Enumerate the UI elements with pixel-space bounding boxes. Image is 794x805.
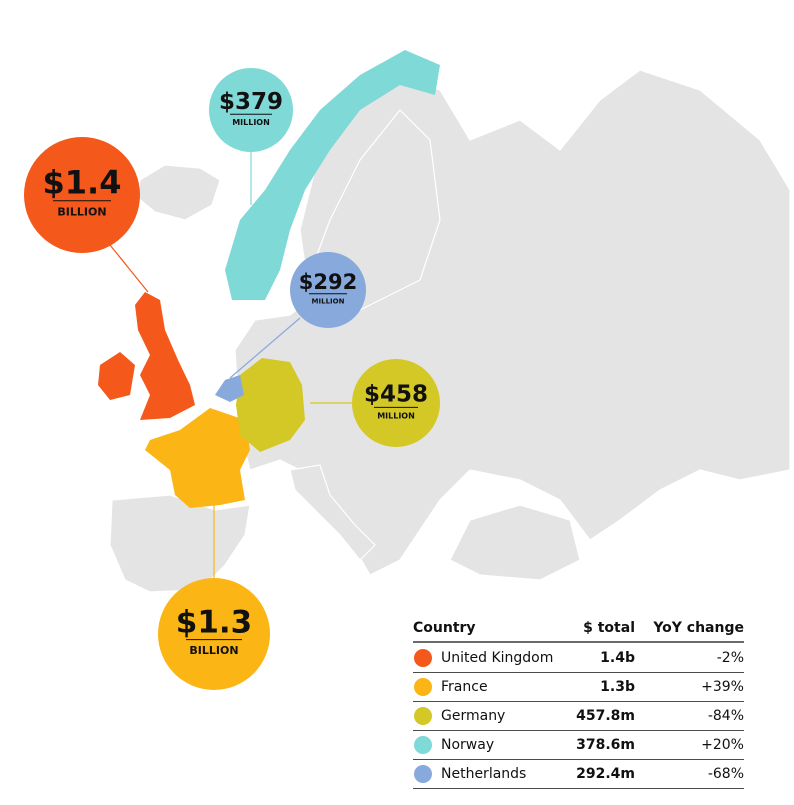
yoy-change: -68% (708, 766, 744, 782)
country-name: Germany (441, 708, 505, 724)
country-name: United Kingdom (441, 650, 553, 666)
united-kingdom (98, 292, 195, 420)
callout-unit: MILLION (377, 412, 415, 421)
leader-lines (109, 150, 352, 578)
country-name: France (441, 679, 488, 695)
italy (289, 464, 376, 561)
netherlands (215, 375, 244, 402)
callout-unit: BILLION (57, 205, 106, 218)
total-value: 1.3b (600, 679, 635, 695)
map (98, 50, 791, 593)
callout-unit: MILLION (312, 297, 345, 305)
callout-amount: $379 (219, 89, 283, 115)
iberia (109, 494, 251, 593)
country-name: Netherlands (441, 766, 526, 782)
total-value: 378.6m (576, 737, 635, 753)
callout-circle (352, 359, 440, 447)
callout-amount: $292 (299, 270, 357, 294)
yoy-change: +20% (701, 737, 744, 753)
yoy-change: -2% (717, 650, 744, 666)
total-value: 292.4m (576, 766, 635, 782)
callout-circle (158, 578, 270, 690)
legend-dot (414, 765, 432, 783)
table-header: YoY change (652, 620, 744, 636)
germany (236, 358, 305, 452)
yoy-change: -84% (708, 708, 744, 724)
table: Country $ total YoY change United Kingdom 1.… (413, 620, 744, 789)
legend-dot (414, 678, 432, 696)
france (145, 408, 250, 508)
table-header: $ total (583, 620, 635, 636)
leader-line (109, 244, 149, 293)
callout-amount: $1.4 (43, 164, 122, 202)
total-value: 457.8m (576, 708, 635, 724)
total-value: 1.4b (600, 650, 635, 666)
callouts: $1.4 BILLION $379 MILLION $292 MILLION $458 MIL… (24, 68, 440, 690)
norway (225, 50, 440, 300)
legend-dot (414, 707, 432, 725)
legend-dot (414, 736, 432, 754)
callout-unit: BILLION (189, 644, 238, 657)
callout-circle (24, 137, 140, 253)
table-header: Country (413, 620, 476, 636)
iceland (137, 164, 221, 221)
leader-line (229, 317, 301, 379)
callout-circle (209, 68, 293, 152)
callout-amount: $1.3 (176, 604, 253, 640)
callout-amount: $458 (364, 382, 428, 408)
black-sea-coast (449, 504, 581, 581)
callout-circle (290, 252, 366, 328)
callout-unit: MILLION (232, 118, 270, 127)
legend-dot (414, 649, 432, 667)
yoy-change: +39% (701, 679, 744, 695)
country-name: Norway (441, 737, 494, 753)
